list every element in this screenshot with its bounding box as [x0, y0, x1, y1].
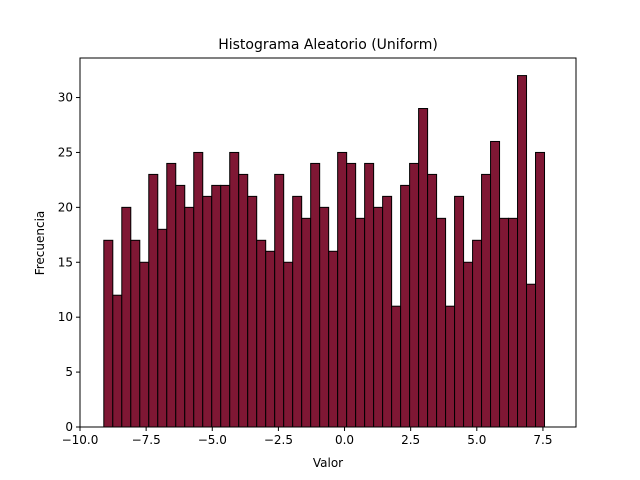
y-tick-label: 25 [58, 145, 73, 159]
histogram-bar [418, 108, 429, 428]
histogram-bar [184, 206, 195, 428]
y-tick-label: 0 [65, 420, 73, 434]
y-tick-label: 30 [58, 91, 73, 105]
histogram-bar [508, 217, 519, 428]
histogram-bar [193, 151, 204, 428]
x-tick-label: −7.5 [132, 433, 161, 447]
histogram-bar [247, 195, 258, 428]
histogram-bar [409, 162, 420, 428]
y-axis-label: Frecuencia [33, 211, 47, 276]
histogram-bar [481, 173, 492, 428]
histogram-bar [238, 173, 249, 428]
histogram-bar [229, 151, 240, 428]
histogram-bar [148, 173, 159, 428]
histogram-bar [166, 162, 177, 428]
histogram-bar [427, 173, 438, 428]
histogram-bar [400, 184, 411, 428]
histogram-bar [454, 195, 465, 428]
histogram-bar [121, 206, 132, 428]
x-tick-label: −10.0 [62, 433, 99, 447]
y-axis-ticks: 0 5 10 15 20 25 30 [58, 91, 80, 434]
x-tick-label: 0.0 [335, 433, 354, 447]
histogram-bar [139, 261, 150, 428]
histogram-bar [526, 283, 537, 428]
x-tick-label: −5.0 [198, 433, 227, 447]
plot-frame [79, 57, 577, 428]
bars-group [103, 75, 546, 428]
x-tick-label: 2.5 [401, 433, 420, 447]
y-tick-label: 5 [65, 365, 73, 379]
histogram-bar [256, 239, 267, 428]
chart-title: Histograma Aleatorio (Uniform) [218, 37, 438, 53]
histogram-bar [112, 294, 123, 428]
histogram-bar [346, 162, 357, 428]
y-tick-label: 15 [58, 255, 73, 269]
histogram-bar [274, 173, 285, 428]
histogram-bar [499, 217, 510, 428]
histogram-bar [319, 206, 330, 428]
histogram-bar [265, 250, 276, 428]
histogram-bar [337, 151, 348, 428]
histogram-bar [391, 305, 402, 428]
histogram-bar [490, 140, 501, 428]
histogram-bar [373, 206, 384, 428]
histogram-bar [355, 217, 366, 428]
histogram-bar [364, 162, 375, 428]
histogram-bar [283, 261, 294, 428]
histogram-bar [328, 250, 339, 428]
histogram-bar [211, 184, 222, 428]
histogram-bar [157, 228, 168, 428]
histogram-bar [535, 151, 546, 428]
x-tick-label: 7.5 [533, 433, 552, 447]
histogram-bar [517, 75, 528, 428]
x-axis-label: Valor [313, 456, 343, 470]
histogram-bar [292, 195, 303, 428]
histogram-bar [175, 184, 186, 428]
histogram-bar [301, 217, 312, 428]
histogram-bar [202, 195, 213, 428]
x-tick-label: −2.5 [264, 433, 293, 447]
histogram-bar [463, 261, 474, 428]
y-tick-label: 10 [58, 310, 73, 324]
histogram-bar [310, 162, 321, 428]
histogram-bar [472, 239, 483, 428]
histogram-bar [436, 217, 447, 428]
x-axis-ticks: −10.0 −7.5 −5.0 −2.5 0.0 2.5 5.0 7.5 [62, 427, 552, 447]
x-tick-label: 5.0 [467, 433, 486, 447]
histogram-bar [103, 239, 114, 428]
y-tick-label: 20 [58, 200, 73, 214]
histogram-bar [220, 184, 231, 428]
histogram-bar [445, 305, 456, 428]
histogram-bar [382, 195, 393, 428]
histogram-bar [130, 239, 141, 428]
